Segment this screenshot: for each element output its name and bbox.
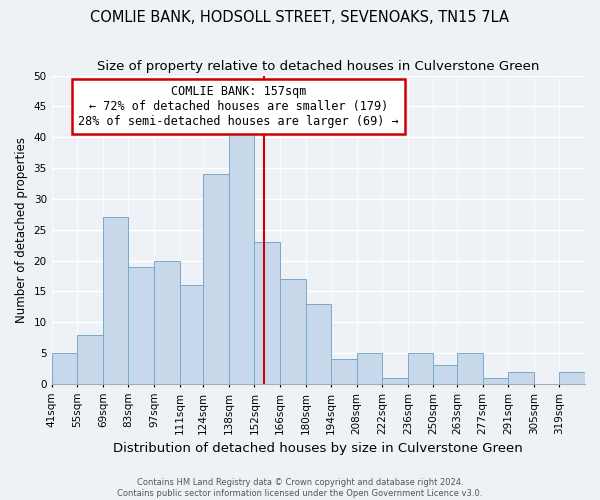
Y-axis label: Number of detached properties: Number of detached properties (15, 136, 28, 322)
Bar (280, 279, 305, 384)
Bar (457, 353, 483, 384)
Text: Contains HM Land Registry data © Crown copyright and database right 2024.
Contai: Contains HM Land Registry data © Crown c… (118, 478, 482, 498)
Text: COMLIE BANK, HODSOLL STREET, SEVENOAKS, TN15 7LA: COMLIE BANK, HODSOLL STREET, SEVENOAKS, … (91, 10, 509, 25)
Bar (77, 334, 103, 384)
Title: Size of property relative to detached houses in Culverstone Green: Size of property relative to detached ho… (97, 60, 539, 73)
Bar (508, 372, 534, 384)
Bar (103, 218, 128, 384)
Bar (331, 359, 356, 384)
Bar (179, 285, 203, 384)
Bar (305, 304, 331, 384)
Text: COMLIE BANK: 157sqm
← 72% of detached houses are smaller (179)
28% of semi-detac: COMLIE BANK: 157sqm ← 72% of detached ho… (78, 85, 398, 128)
Bar (203, 174, 229, 384)
Bar (559, 372, 585, 384)
Bar (154, 260, 179, 384)
Bar (52, 353, 77, 384)
Bar (433, 366, 457, 384)
Bar (356, 353, 382, 384)
X-axis label: Distribution of detached houses by size in Culverstone Green: Distribution of detached houses by size … (113, 442, 523, 455)
Bar (128, 266, 154, 384)
Bar (382, 378, 408, 384)
Bar (229, 131, 254, 384)
Bar (408, 353, 433, 384)
Bar (254, 242, 280, 384)
Bar (483, 378, 508, 384)
